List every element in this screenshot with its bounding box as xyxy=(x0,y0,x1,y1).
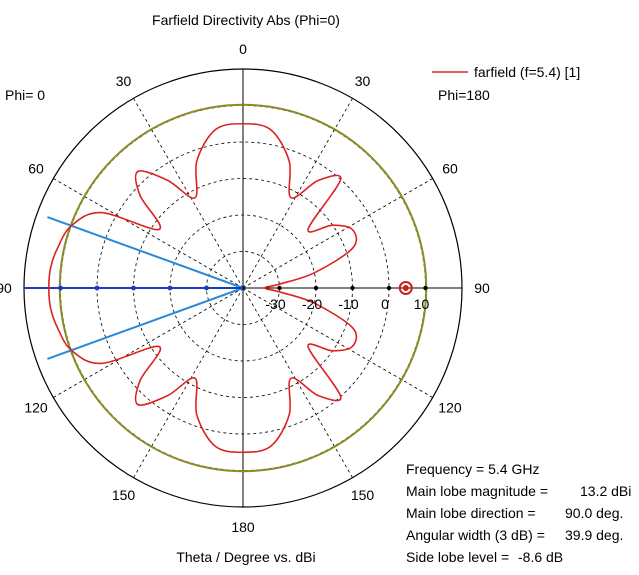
radial-tick-label: -20 xyxy=(302,296,322,312)
series-curve-farfield xyxy=(48,122,358,454)
grid-spoke xyxy=(53,178,244,289)
info-row-main-lobe-magnitude: Main lobe magnitude = 13.2 dBi xyxy=(406,480,631,502)
info-value: 13.2 dBi xyxy=(580,483,632,499)
info-value: -8.6 dB xyxy=(518,549,564,565)
info-row-side-lobe-level: Side lobe level = -8.6 dB xyxy=(406,546,631,568)
x-axis-label: Theta / Degree vs. dBi xyxy=(176,549,315,565)
legend: farfield (f=5.4) [1] xyxy=(432,64,580,80)
side-lobe-marker-dot xyxy=(402,285,409,291)
legend-entry: farfield (f=5.4) [1] xyxy=(474,64,580,80)
main-lobe-tick-dot xyxy=(58,285,63,291)
phi-left-label: Phi= 0 xyxy=(5,87,45,103)
grid-spoke xyxy=(242,178,433,289)
grid-spoke xyxy=(133,287,244,478)
info-row-frequency: Frequency = 5.4 GHz xyxy=(406,458,631,480)
angle-tick-label: 120 xyxy=(438,400,462,416)
radial-tick-dot xyxy=(386,285,392,291)
info-label: Angular width (3 dB) = xyxy=(406,527,545,543)
info-row-angular-width: Angular width (3 dB) = 39.9 deg. xyxy=(406,524,631,546)
angle-tick-label: 150 xyxy=(112,487,136,503)
radial-tick-dot xyxy=(277,285,282,291)
radial-tick-dot xyxy=(313,285,319,291)
info-label: Frequency = 5.4 GHz xyxy=(406,461,540,477)
info-row-main-lobe-direction: Main lobe direction = 90.0 deg. xyxy=(406,502,631,524)
angle-tick-label: 180 xyxy=(231,519,255,535)
info-value: 90.0 deg. xyxy=(565,505,624,521)
angle-tick-label: 90 xyxy=(0,280,12,296)
angle-tick-label: 90 xyxy=(474,280,490,296)
main-lobe-tick-dot xyxy=(204,285,209,291)
chart-title: Farfield Directivity Abs (Phi=0) xyxy=(152,12,340,28)
side-lobe-marker xyxy=(398,281,413,295)
radial-tick-label: -30 xyxy=(265,296,285,312)
grid-spoke xyxy=(53,287,244,398)
chart-labels: 0 30 60 90 120 150 180 150 120 90 60 30 -30 -20 -10 0 10 xyxy=(0,41,490,535)
angle-tick-label: 120 xyxy=(24,400,48,416)
main-lobe-tick-dot xyxy=(94,285,100,291)
main-lobe-tick-dot xyxy=(131,285,136,291)
grid-spoke xyxy=(242,287,353,478)
info-value: 39.9 deg. xyxy=(565,527,624,543)
beamwidth-line xyxy=(47,287,244,360)
angle-tick-label: 60 xyxy=(28,161,44,177)
info-label: Main lobe direction = xyxy=(406,505,536,521)
radial-tick-label: 0 xyxy=(381,296,389,312)
radial-tick-label: 10 xyxy=(414,296,430,312)
phi-right-label: Phi=180 xyxy=(438,87,490,103)
radial-tick-dot xyxy=(350,285,355,291)
radial-tick-dot xyxy=(423,285,428,291)
grid-spoke xyxy=(242,98,353,289)
radial-tick-label: -10 xyxy=(338,296,358,312)
main-lobe-tick-dot xyxy=(167,285,173,291)
angle-tick-label: 60 xyxy=(442,161,458,177)
angle-tick-label: 0 xyxy=(239,41,247,57)
info-label: Side lobe level = xyxy=(406,549,510,565)
angle-tick-label: 30 xyxy=(355,73,371,89)
grid-spoke xyxy=(133,98,244,289)
farfield-info-panel: Frequency = 5.4 GHz Main lobe magnitude … xyxy=(406,458,631,568)
angle-tick-label: 30 xyxy=(116,73,132,89)
info-label: Main lobe magnitude = xyxy=(406,483,549,499)
beamwidth-line xyxy=(47,216,244,289)
angle-tick-label: 150 xyxy=(351,487,375,503)
